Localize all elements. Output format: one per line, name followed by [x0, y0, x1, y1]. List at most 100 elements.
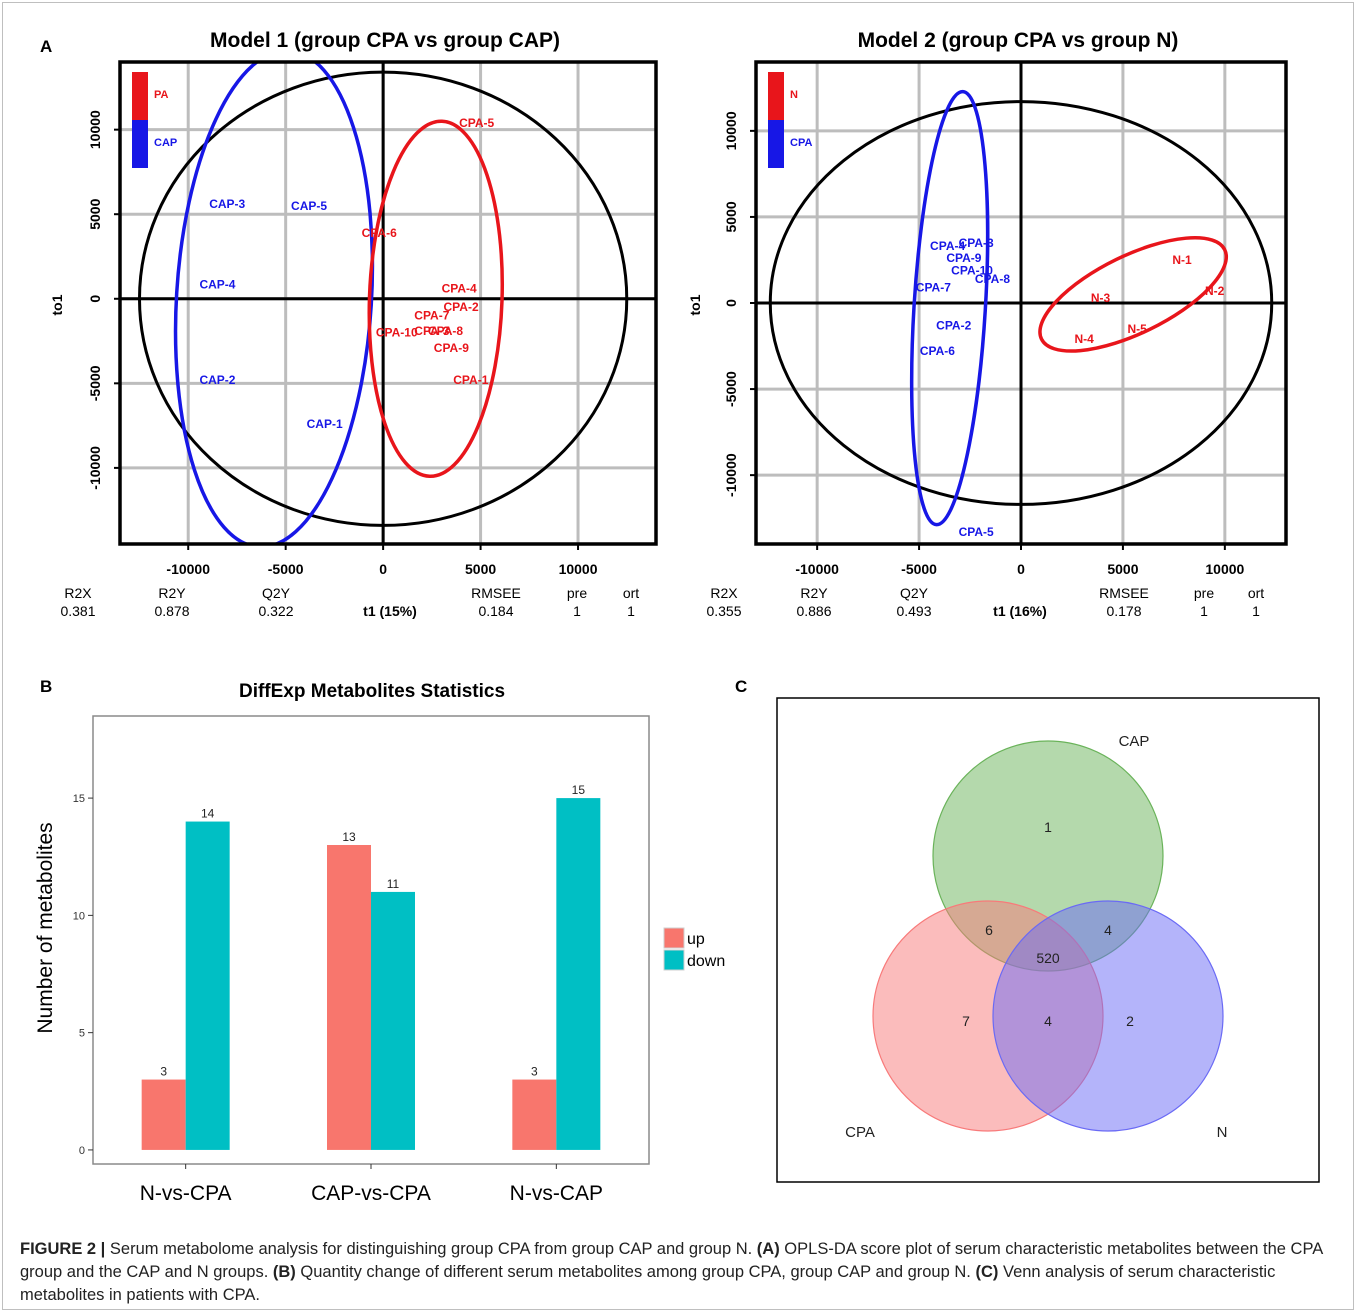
stat-value-pre: 1	[573, 603, 581, 619]
point-label: CPA-7	[916, 281, 951, 295]
point-label: CAP-5	[291, 199, 327, 213]
x-tick-label: -10000	[795, 561, 839, 577]
x-tick-label: 10000	[1205, 561, 1244, 577]
stat-label-r2x: R2X	[710, 585, 738, 601]
group-ellipse-n	[1038, 236, 1229, 353]
caption-part-a-label: (A)	[756, 1240, 780, 1258]
bar-down	[185, 821, 230, 1150]
point-label: CPA-3	[959, 236, 994, 250]
legend-swatch	[768, 120, 784, 168]
point-label: CPA-9	[434, 341, 469, 355]
point-label: CPA-1	[453, 373, 488, 387]
stat-label-ort: ort	[623, 585, 639, 601]
group-ellipse-cap	[173, 62, 375, 544]
point-label: CPA-4	[442, 282, 477, 296]
bar-up	[512, 1079, 557, 1150]
stat-value-ort: 1	[1252, 603, 1260, 619]
y-tick-label: 5000	[723, 201, 739, 232]
legend-label: PA	[154, 89, 169, 101]
point-label: CAP-2	[199, 373, 235, 387]
x-tick-label: 0	[1017, 561, 1025, 577]
plot2-area: CPA-4CPA-3CPA-9CPA-10CPA-8CPA-7CPA-2CPA-…	[723, 60, 1288, 577]
legend-swatch	[768, 72, 784, 120]
score-plot-model1: Model 1 (group CPA vs group CAP) to1 CAP…	[49, 29, 658, 619]
stat-value-r2x: 0.355	[706, 603, 741, 619]
figure-caption: FIGURE 2 | Serum metabolome analysis for…	[20, 1238, 1340, 1307]
stat-label-r2x: R2X	[64, 585, 92, 601]
point-label: CPA-2	[936, 318, 971, 332]
bar-value-label: 14	[201, 807, 215, 821]
legend-swatch-down	[663, 949, 685, 971]
legend-label: CAP	[154, 137, 177, 149]
y-tick-label: 10000	[723, 111, 739, 150]
caption-lead: Serum metabolome analysis for distinguis…	[109, 1240, 753, 1258]
venn-region-value: 2	[1126, 1013, 1134, 1029]
stat-value-ort: 1	[627, 603, 635, 619]
stat-value-q2y: 0.322	[258, 603, 293, 619]
stat-value-r2x: 0.381	[60, 603, 95, 619]
point-label: N-3	[1091, 291, 1111, 305]
stat-value-r2y: 0.878	[154, 603, 189, 619]
y-tick-label: 10	[73, 910, 85, 922]
point-label: CPA-8	[428, 324, 463, 338]
stat-label-rmsee: RMSEE	[471, 585, 521, 601]
caption-part-c-label: (C)	[975, 1263, 999, 1281]
plot1-area: CAP-3 CAP-5 CAP-4 CAP-2 CAP-1 CPA-5 CPA-6 CPA-4…	[87, 60, 658, 577]
y-tick-label: -10000	[87, 446, 103, 490]
plot2-xlabel: t1 (16%)	[993, 603, 1047, 619]
bar-value-label: 15	[572, 783, 586, 797]
panel-letter-b: B	[40, 677, 52, 696]
venn-region-value: 7	[962, 1013, 970, 1029]
bar-chart-area: 3 14 N-vs-CPA 13 11 CAP-vs-CPA 3 15 N-vs-CAP 0 5 10…	[73, 715, 725, 1205]
panel-letter-c: C	[735, 677, 747, 696]
venn-panel: CAP CPA N 1 7 2 6 4 4 520	[776, 697, 1320, 1183]
stat-value-rmsee: 0.178	[1106, 603, 1141, 619]
stat-value-rmsee: 0.184	[478, 603, 513, 619]
point-label: N-1	[1172, 253, 1192, 267]
plot1-xlabel: t1 (15%)	[363, 603, 417, 619]
caption-figure-label: FIGURE 2 |	[20, 1240, 106, 1258]
x-tick-label: CAP-vs-CPA	[311, 1182, 431, 1205]
figure-canvas: A B C Model 1 (group CPA vs group CAP) t…	[34, 29, 1320, 1205]
y-tick-label: 15	[73, 793, 85, 805]
stat-label-r2y: R2Y	[800, 585, 828, 601]
venn-set-label-cap: CAP	[1119, 733, 1150, 750]
point-label: CPA-10	[376, 326, 418, 340]
bar-chart-ylabel: Number of metabolites	[34, 822, 57, 1033]
y-tick-label: 0	[79, 1145, 85, 1157]
confidence-ellipse	[768, 100, 1274, 506]
venn-circle-n	[992, 900, 1224, 1132]
stat-label-pre: pre	[1194, 585, 1214, 601]
y-tick-label: 0	[87, 295, 103, 303]
bar-chart-panel: DiffExp Metabolites Statistics Number of…	[34, 681, 725, 1205]
plot2-title: Model 2 (group CPA vs group N)	[858, 29, 1179, 52]
stat-label-q2y: Q2Y	[900, 585, 929, 601]
point-label: CPA-7	[414, 309, 449, 323]
x-tick-label: -5000	[901, 561, 937, 577]
x-tick-label: -5000	[268, 561, 304, 577]
point-label: N-5	[1128, 322, 1148, 336]
point-label: CPA-5	[459, 116, 494, 130]
bar-up	[141, 1079, 186, 1150]
legend-swatch-up	[663, 927, 685, 949]
bar-value-label: 3	[531, 1065, 538, 1079]
point-label: CAP-1	[307, 417, 343, 431]
group-ellipse-cpa	[909, 89, 990, 527]
y-tick-label: -5000	[87, 365, 103, 401]
point-label: CPA-6	[362, 226, 397, 240]
stat-label-rmsee: RMSEE	[1099, 585, 1149, 601]
venn-region-value: 4	[1044, 1013, 1052, 1029]
x-tick-label: 10000	[559, 561, 598, 577]
plot1-stats: R2X 0.381 R2Y 0.878 Q2Y 0.322 t1 (15%) R…	[60, 585, 639, 619]
legend-label: CPA	[790, 137, 812, 149]
point-label: CPA-8	[975, 272, 1010, 286]
stat-label-pre: pre	[567, 585, 587, 601]
point-label: CAP-4	[199, 277, 235, 291]
bar-value-label: 11	[387, 877, 400, 891]
point-label: CPA-3	[414, 324, 449, 338]
point-label: CPA-9	[946, 251, 981, 265]
venn-region-value: 6	[985, 922, 993, 938]
stat-label-ort: ort	[1248, 585, 1264, 601]
stat-value-pre: 1	[1200, 603, 1208, 619]
